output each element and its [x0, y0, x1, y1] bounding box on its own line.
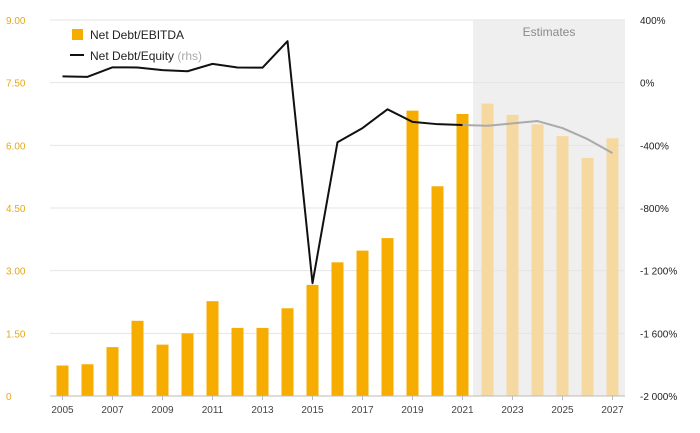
x-tick-label: 2011 — [202, 405, 224, 416]
bar-2013 — [256, 327, 269, 396]
left-tick-label: 4.50 — [6, 204, 26, 215]
left-tick-label: 7.50 — [6, 79, 26, 90]
bar-2022 — [481, 103, 494, 397]
line-net-debt-equity-estimate — [462, 120, 613, 155]
bar-2025 — [556, 136, 569, 397]
bar-2015 — [306, 284, 319, 396]
right-tick-label: 0% — [640, 79, 655, 90]
legend: Net Debt/EBITDA Net Debt/Equity (rhs) — [70, 28, 202, 63]
bar-2023 — [506, 114, 519, 396]
x-tick-label: 2015 — [301, 405, 324, 416]
line-series — [62, 40, 613, 285]
right-tick-label: -800% — [640, 204, 669, 215]
bar-2027 — [606, 138, 619, 396]
bar-2006 — [81, 364, 94, 396]
left-tick-label: 6.00 — [6, 141, 26, 152]
bar-2010 — [181, 333, 194, 396]
x-tick-label: 2005 — [51, 405, 74, 416]
right-tick-label: 400% — [640, 16, 666, 27]
bar-2018 — [381, 238, 394, 396]
bar-2020 — [431, 186, 444, 396]
x-tick-label: 2021 — [451, 405, 474, 416]
bar-2014 — [281, 308, 294, 396]
right-tick-label: -1 600% — [640, 329, 677, 340]
legend-line-label: Net Debt/Equity (rhs) — [90, 49, 202, 63]
left-tick-label: 3.00 — [6, 267, 26, 278]
bar-2019 — [406, 110, 419, 396]
x-tick-label: 2017 — [351, 405, 374, 416]
bar-2026 — [581, 157, 594, 396]
left-tick-label: 0 — [6, 392, 12, 403]
x-tick-label: 2019 — [401, 405, 424, 416]
bar-2011 — [206, 301, 219, 396]
estimates-label: Estimates — [523, 25, 576, 39]
bar-2024 — [531, 124, 544, 396]
legend-bar-label: Net Debt/EBITDA — [90, 28, 184, 42]
bar-2005 — [56, 365, 69, 396]
left-axis-ticks: 0 1.50 3.00 4.50 6.00 7.50 9.00 — [6, 16, 26, 403]
x-tick-label: 2023 — [501, 405, 524, 416]
line-net-debt-equity — [62, 40, 463, 285]
bar-2009 — [156, 344, 169, 396]
left-tick-label: 1.50 — [6, 329, 26, 340]
bar-2021 — [456, 114, 469, 396]
x-tick-label: 2013 — [251, 405, 274, 416]
bar-2007 — [106, 347, 119, 396]
x-axis-ticks: 2005 2007 2009 2011 2013 2015 2017 2019 2021 2023… — [51, 396, 624, 416]
legend-line-name: Net Debt/Equity — [90, 49, 174, 63]
right-tick-label: -2 000% — [640, 392, 677, 403]
bar-2016 — [331, 262, 344, 396]
left-tick-label: 9.00 — [6, 16, 26, 27]
bar-2012 — [231, 327, 244, 396]
x-tick-label: 2009 — [151, 405, 174, 416]
bar-series — [56, 103, 619, 397]
x-tick-label: 2007 — [101, 405, 124, 416]
legend-line-suffix: (rhs) — [177, 49, 202, 63]
right-axis-ticks: 400% 0% -400% -800% -1 200% -1 600% -2 000% — [640, 16, 677, 403]
right-tick-label: -400% — [640, 141, 669, 152]
x-tick-label: 2025 — [551, 405, 574, 416]
bar-2008 — [131, 320, 144, 396]
x-tick-label: 2027 — [601, 405, 624, 416]
legend-bar-swatch — [72, 29, 83, 40]
right-tick-label: -1 200% — [640, 267, 677, 278]
bar-2017 — [356, 250, 369, 396]
